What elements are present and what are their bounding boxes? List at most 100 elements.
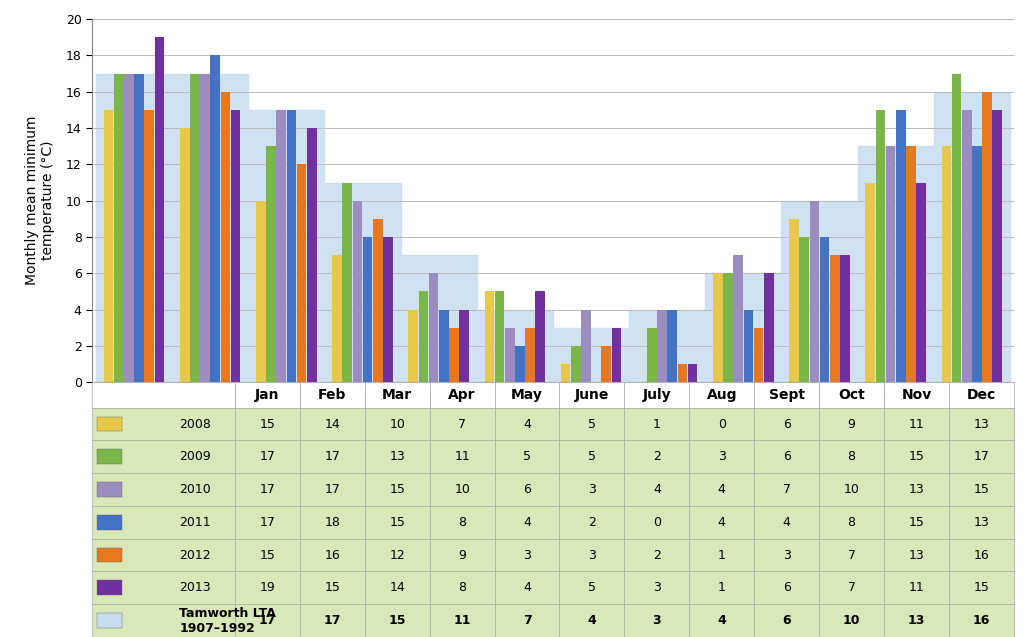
Text: 3: 3 [652,614,662,627]
Bar [365,473,430,506]
Bar [300,571,365,605]
Bar [689,539,754,571]
Text: 13: 13 [907,614,925,627]
Bar [678,364,687,382]
Text: 17: 17 [325,450,340,463]
Bar [884,605,949,637]
Bar [300,440,365,473]
Text: 5: 5 [588,582,596,594]
Bar [180,128,189,382]
Bar [144,110,154,382]
Bar [362,237,373,382]
Text: 4: 4 [718,516,726,529]
Text: 2: 2 [588,516,596,529]
Bar [495,571,559,605]
Bar [949,473,1014,506]
Text: 4: 4 [588,614,596,627]
Bar [689,571,754,605]
Bar [365,571,430,605]
Bar [764,273,773,382]
Text: 7: 7 [782,483,791,496]
Bar [114,73,124,382]
Bar [884,571,949,605]
Bar [495,382,559,408]
Text: 17: 17 [325,483,340,496]
Bar [647,327,656,382]
Bar [625,571,689,605]
Bar [754,408,819,440]
Text: 15: 15 [908,516,925,529]
Bar [352,201,362,382]
Bar [625,440,689,473]
Text: 12: 12 [389,548,406,562]
Text: 11: 11 [908,582,925,594]
Bar [92,440,236,473]
Bar [625,605,689,637]
Text: 3: 3 [782,548,791,562]
Bar [884,382,949,408]
Text: 2008: 2008 [179,418,211,431]
Bar [365,440,430,473]
Bar [952,73,962,382]
Text: Aug: Aug [707,388,737,402]
Bar [625,408,689,440]
Text: 2009: 2009 [179,450,211,463]
Bar [689,506,754,539]
Bar [840,255,850,382]
Text: 1: 1 [718,548,726,562]
Bar [495,292,505,382]
Bar [559,605,625,637]
Text: 13: 13 [389,450,406,463]
Bar [625,473,689,506]
Bar [949,571,1014,605]
Text: 1: 1 [718,582,726,594]
Bar [103,110,114,382]
Text: Sept: Sept [769,388,805,402]
Bar [559,473,625,506]
Text: June: June [574,388,609,402]
Text: 6: 6 [523,483,531,496]
Text: 15: 15 [388,614,406,627]
Text: Jan: Jan [255,388,280,402]
Bar [819,440,884,473]
Bar [92,571,236,605]
Bar [982,92,992,382]
Bar [949,408,1014,440]
Bar [884,473,949,506]
Text: 4: 4 [653,483,660,496]
Bar [754,605,819,637]
Bar [92,473,236,506]
Bar [96,548,123,562]
Text: 13: 13 [908,548,925,562]
Text: 5: 5 [588,450,596,463]
Bar [211,55,220,382]
Text: 17: 17 [974,450,989,463]
Bar [430,571,495,605]
Bar [819,382,884,408]
Bar [365,506,430,539]
Bar [96,580,123,595]
Text: 0: 0 [718,418,726,431]
Text: 2012: 2012 [179,548,211,562]
Bar [810,201,819,382]
Text: Dec: Dec [967,388,996,402]
Bar [450,327,459,382]
Text: 14: 14 [389,582,406,594]
Text: 9: 9 [848,418,855,431]
Bar [155,37,164,382]
Bar [430,408,495,440]
Text: 15: 15 [974,582,989,594]
Bar [820,237,829,382]
Bar [884,408,949,440]
Bar [559,440,625,473]
Bar [430,382,495,408]
Bar [495,408,559,440]
Text: 2011: 2011 [179,516,211,529]
Bar [92,539,236,571]
Text: 4: 4 [523,582,531,594]
Text: 8: 8 [458,582,466,594]
Text: 10: 10 [455,483,470,496]
Text: July: July [642,388,671,402]
Bar [365,408,430,440]
Bar [96,515,123,530]
